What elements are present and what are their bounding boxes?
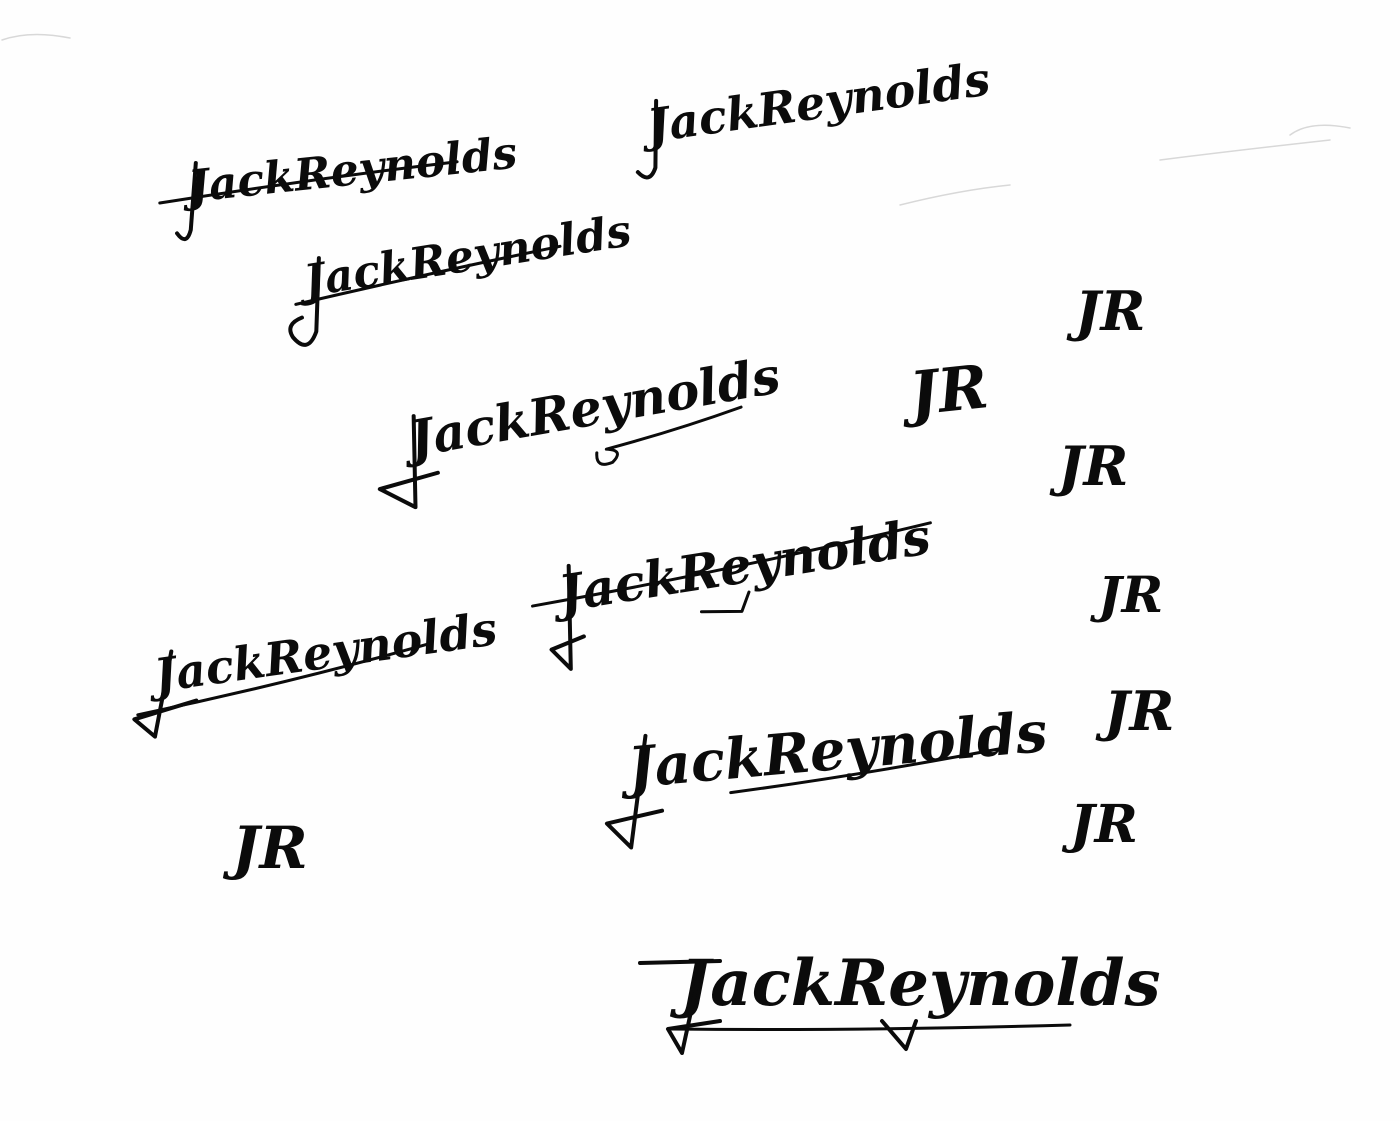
monogram-3: JR xyxy=(1049,434,1128,498)
pencil-ghost-marks xyxy=(1,33,1351,206)
monogram-4-text: JR xyxy=(1090,565,1163,624)
monogram-7-text: JR xyxy=(222,814,308,882)
monogram-5-text: JR xyxy=(1095,679,1174,743)
wordmark-7: JackReynolds xyxy=(604,699,1050,850)
wordmark-8: JackReynolds xyxy=(638,946,1160,1055)
monogram-2-text: JR xyxy=(896,352,991,431)
wordmark-2-text: JackReynolds xyxy=(636,52,993,155)
wordmark-4: JackReynolds xyxy=(377,345,785,510)
monogram-5: JR xyxy=(1095,679,1174,743)
monogram-4: JR xyxy=(1090,565,1163,624)
wordmark-5: JackReynolds xyxy=(531,506,934,671)
wordmark-4-text: JackReynolds xyxy=(397,345,785,470)
wordmark-3: JackReynolds xyxy=(288,205,635,347)
wordmark-6-text: JackReynolds xyxy=(143,601,500,704)
monogram-1-text: JR xyxy=(1066,279,1145,343)
wordmark-1: JackReynolds xyxy=(158,128,520,242)
monogram-7: JR xyxy=(222,814,308,882)
monogram-1: JR xyxy=(1066,279,1145,343)
wordmark-6: JackReynolds xyxy=(132,601,500,739)
monogram-6: JR xyxy=(1061,794,1138,855)
wordmark-2: JackReynolds xyxy=(635,52,993,180)
wordmark-8-text: JackReynolds xyxy=(669,946,1160,1021)
monogram-3-text: JR xyxy=(1049,434,1128,498)
monogram-2: JR xyxy=(896,352,991,431)
monogram-6-text: JR xyxy=(1061,794,1138,855)
wordmark-1-text: JackReynolds xyxy=(179,128,520,214)
